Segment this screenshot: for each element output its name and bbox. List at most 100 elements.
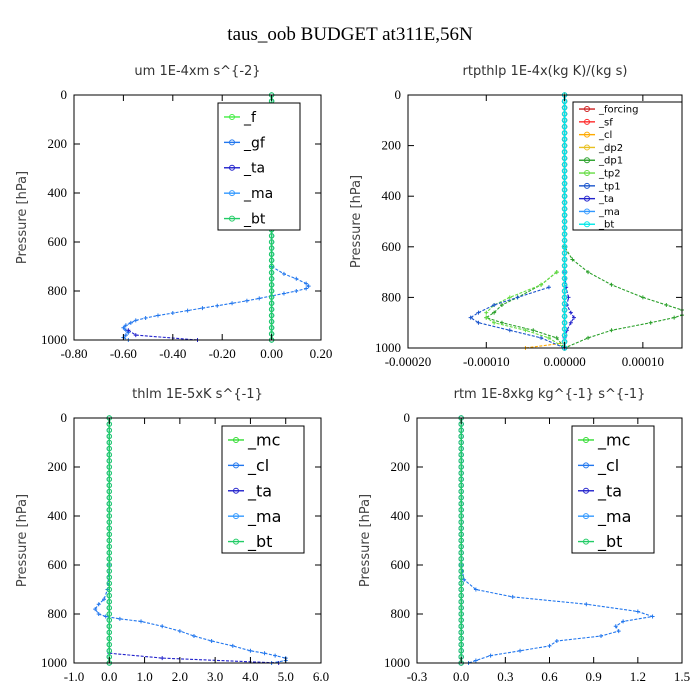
- data-point: [561, 206, 568, 212]
- legend-label: _dp2: [598, 143, 623, 154]
- data-point: [586, 270, 591, 275]
- data-point: [121, 325, 126, 330]
- chart-panels: um 1E-4xm s^{-2} Pressure [hPa] -0.80 -0.60…: [15, 64, 690, 684]
- data-point: [561, 212, 568, 218]
- x-tick-label: 0.20: [310, 346, 333, 361]
- data-point: [244, 298, 249, 303]
- data-point: [561, 168, 568, 174]
- legend-label: _cl: [247, 456, 269, 476]
- data-point: [209, 638, 214, 643]
- legend-marker: [584, 144, 590, 151]
- data-point: [546, 285, 551, 290]
- data-point: [106, 482, 112, 489]
- x-tick-label: -0.00020: [385, 354, 432, 369]
- data-point: [531, 328, 536, 333]
- legend-label: _sf: [598, 117, 613, 128]
- data-point: [561, 225, 568, 231]
- y-tick-label: 0: [395, 87, 402, 102]
- x-tick-label: 1.2: [630, 669, 646, 684]
- data-point: [106, 592, 112, 599]
- data-point: [515, 295, 520, 300]
- data-point: [106, 648, 112, 654]
- y-tick-label: 800: [382, 289, 402, 304]
- data-point: [561, 256, 568, 263]
- data-point: [648, 320, 653, 325]
- data-point: [458, 482, 464, 489]
- data-point: [106, 537, 112, 544]
- data-point: [570, 257, 575, 262]
- data-point: [273, 653, 278, 658]
- data-point: [458, 427, 464, 433]
- data-point: [268, 239, 275, 245]
- legend-label: _cl: [597, 456, 619, 476]
- data-point: [268, 263, 275, 270]
- y-tick-label: 800: [391, 606, 411, 621]
- data-point: [458, 501, 464, 507]
- y-tick-label: 400: [48, 185, 68, 200]
- data-point: [123, 333, 128, 338]
- data-point: [123, 323, 128, 328]
- data-point: [106, 470, 112, 476]
- data-point: [128, 320, 133, 325]
- data-point: [492, 302, 497, 307]
- data-point: [561, 136, 568, 142]
- legend-box: [571, 425, 655, 554]
- data-point: [103, 614, 108, 619]
- series-line: [485, 271, 565, 349]
- x-tick-label: -0.80: [60, 346, 87, 361]
- x-tick-label: 4.0: [242, 669, 258, 684]
- data-point: [561, 244, 568, 250]
- data-point: [106, 507, 112, 513]
- legend-marker: [583, 436, 589, 443]
- data-point: [458, 550, 464, 556]
- data-point: [458, 623, 464, 629]
- data-point: [106, 617, 112, 623]
- data-point: [215, 303, 220, 308]
- data-point: [547, 643, 552, 648]
- data-point: [561, 199, 568, 206]
- data-point: [458, 617, 464, 623]
- data-point: [561, 282, 568, 288]
- legend-marker: [584, 106, 590, 113]
- data-point: [561, 130, 568, 136]
- legend-label: _bt: [243, 211, 266, 227]
- data-point: [609, 328, 614, 333]
- legend-marker: [233, 462, 239, 469]
- data-point: [458, 543, 464, 550]
- data-point: [635, 609, 640, 614]
- series-tp2: [484, 270, 567, 350]
- data-point: [561, 307, 568, 313]
- data-point: [106, 488, 112, 495]
- data-point: [554, 335, 559, 340]
- plot-frame: [73, 94, 322, 341]
- y-tick-label: 1000: [41, 332, 67, 347]
- data-point: [561, 237, 568, 244]
- data-point: [561, 180, 568, 187]
- legend-marker: [233, 487, 239, 494]
- legend-label: _bt: [597, 532, 622, 552]
- data-point: [230, 301, 235, 306]
- legend-label: _ma: [247, 507, 281, 527]
- data-point: [488, 653, 493, 658]
- data-point: [268, 306, 275, 313]
- data-point: [106, 439, 112, 446]
- legend-marker: [584, 221, 590, 228]
- y-tick-label: 200: [48, 136, 68, 151]
- series-bt: [106, 415, 112, 666]
- data-point: [561, 142, 568, 149]
- data-point: [539, 335, 544, 340]
- data-point: [106, 623, 112, 629]
- data-point: [268, 318, 275, 325]
- x-tick-label: 0.6: [541, 669, 558, 684]
- data-point: [133, 333, 138, 338]
- chart-panel-1: um 1E-4xm s^{-2} Pressure [hPa] -0.80 -0.60…: [15, 64, 332, 361]
- y-tick-label: 200: [382, 138, 402, 153]
- legend-label: _tp1: [598, 181, 621, 192]
- x-tick-label: 1.5: [674, 669, 690, 684]
- data-point: [170, 311, 175, 316]
- data-point: [640, 295, 645, 300]
- y-axis-label: Pressure [hPa]: [15, 171, 30, 264]
- data-point: [458, 476, 464, 482]
- data-point: [458, 537, 464, 544]
- legend-label: _mc: [247, 431, 280, 451]
